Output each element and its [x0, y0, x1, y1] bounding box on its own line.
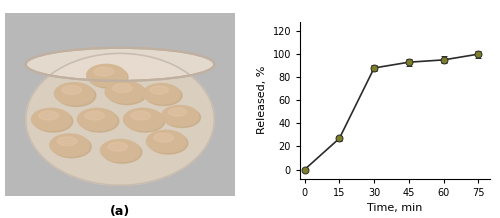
Ellipse shape [34, 110, 73, 132]
Ellipse shape [94, 67, 114, 76]
Ellipse shape [89, 66, 128, 88]
Ellipse shape [54, 83, 94, 105]
Ellipse shape [62, 86, 82, 94]
Ellipse shape [162, 106, 198, 126]
Ellipse shape [105, 81, 144, 103]
Ellipse shape [80, 110, 119, 132]
Ellipse shape [131, 111, 150, 120]
Ellipse shape [126, 110, 165, 132]
Ellipse shape [50, 134, 89, 156]
Ellipse shape [52, 136, 92, 158]
Ellipse shape [100, 140, 140, 161]
Ellipse shape [86, 64, 126, 86]
Ellipse shape [146, 85, 182, 106]
Ellipse shape [39, 111, 58, 120]
Ellipse shape [146, 130, 186, 152]
Y-axis label: Released, %: Released, % [257, 66, 267, 135]
Ellipse shape [103, 141, 142, 163]
Ellipse shape [58, 137, 77, 146]
Ellipse shape [164, 107, 200, 128]
Ellipse shape [168, 108, 186, 116]
Ellipse shape [108, 142, 128, 151]
X-axis label: Time, min: Time, min [368, 203, 422, 213]
Ellipse shape [78, 108, 116, 130]
Text: (a): (a) [110, 205, 130, 218]
Ellipse shape [26, 53, 214, 185]
Ellipse shape [108, 83, 146, 105]
Ellipse shape [112, 84, 132, 93]
Ellipse shape [32, 108, 70, 130]
Ellipse shape [26, 48, 214, 81]
Ellipse shape [154, 133, 174, 142]
Ellipse shape [124, 108, 162, 130]
Ellipse shape [57, 85, 96, 106]
Ellipse shape [150, 86, 169, 94]
Ellipse shape [149, 132, 188, 154]
Ellipse shape [85, 111, 104, 120]
Ellipse shape [143, 83, 180, 104]
